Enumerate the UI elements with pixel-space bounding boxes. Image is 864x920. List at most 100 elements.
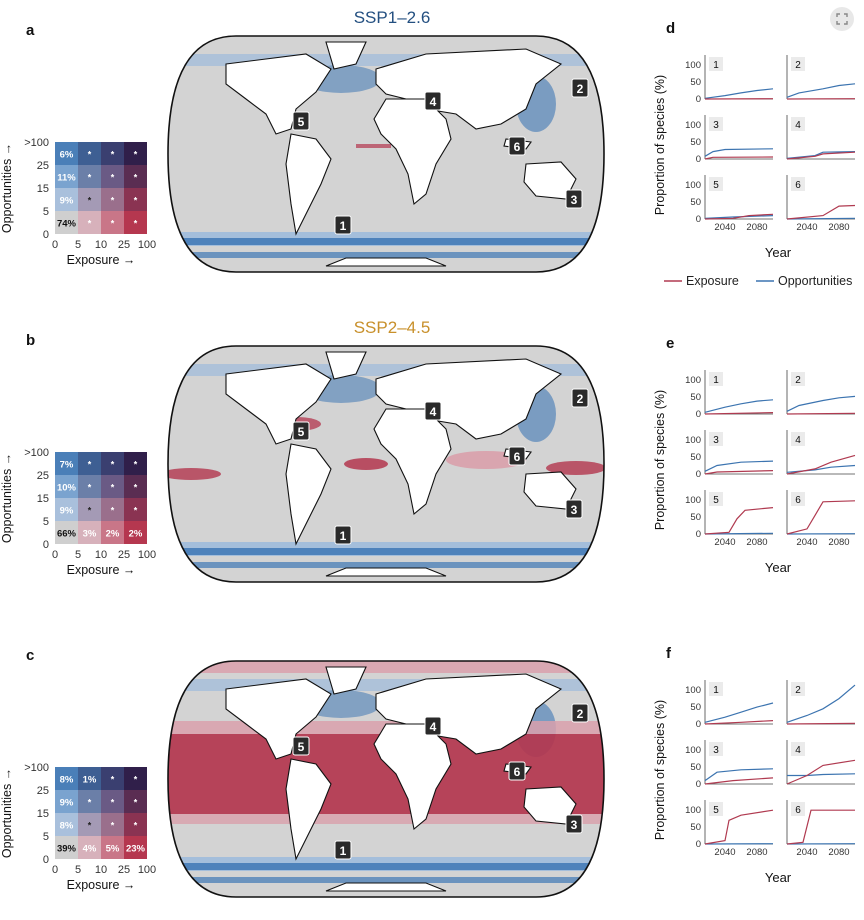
legend-cell-label: * [88, 483, 92, 493]
legend-y-tick: 5 [43, 831, 49, 843]
y-tick-label: 100 [685, 120, 701, 131]
subplot-id: 6 [795, 805, 801, 816]
hotspot-badge-1[interactable]: 1 [335, 526, 351, 544]
x-axis-label: Year [765, 245, 792, 260]
subplot-4: 4 [787, 430, 855, 474]
hotspot-badge-2[interactable]: 2 [572, 704, 588, 722]
hotspot-badge-6[interactable]: 6 [509, 762, 525, 780]
hotspot-badge-5[interactable]: 5 [293, 422, 309, 440]
hotspot-label: 2 [577, 707, 584, 721]
legend-x-tick: 0 [52, 549, 58, 561]
hotspot-badge-4[interactable]: 4 [425, 402, 441, 420]
legend-x-tick: 100 [138, 549, 156, 561]
southern-band [160, 548, 610, 555]
legend-cell-label: 11% [57, 173, 76, 184]
hotspot-label: 5 [298, 425, 305, 439]
legend-y-tick: 25 [37, 785, 49, 797]
hotspot-badge-1[interactable]: 1 [335, 841, 351, 859]
x-tick-label: 2040 [714, 847, 735, 858]
legend-cell-label: 23% [126, 844, 146, 855]
panel-svg: aSSP1–2.61234566%***11%***9%***74%***>10… [0, 0, 640, 290]
panel-letter: c [26, 647, 34, 664]
hotspot-badge-4[interactable]: 4 [425, 92, 441, 110]
southern-band [160, 238, 610, 245]
southern-band-2 [160, 877, 610, 883]
subplot-id: 6 [795, 180, 801, 191]
y-tick-label: 50 [690, 137, 701, 148]
y-tick-label: 0 [696, 214, 701, 225]
hotspot-label: 2 [577, 82, 584, 96]
hotspot-badge-3[interactable]: 3 [566, 500, 582, 518]
legend-cell-label: * [111, 219, 115, 229]
hotspot-label: 3 [571, 503, 578, 517]
opportunities-line [705, 400, 773, 413]
hotspot-badge-6[interactable]: 6 [509, 137, 525, 155]
subplot-id: 2 [795, 375, 801, 386]
legend-x-label: Exposure → [67, 878, 136, 892]
legend-cell-label: 10% [57, 483, 77, 494]
legend-cell-label: * [88, 150, 92, 160]
subplot-2: 2 [787, 370, 855, 414]
y-tick-label: 50 [690, 822, 701, 833]
x-tick-label: 2040 [796, 537, 817, 548]
hotspot-badge-3[interactable]: 3 [566, 815, 582, 833]
subplot-id: 2 [795, 685, 801, 696]
subplot-2: 2 [787, 55, 855, 99]
legend-cell-label: * [134, 173, 138, 183]
hotspot-badge-3[interactable]: 3 [566, 190, 582, 208]
opportunities-line [787, 396, 855, 411]
x-tick-label: 2040 [796, 847, 817, 858]
x-tick-label: 2080 [746, 222, 767, 233]
subplot-id: 1 [713, 60, 719, 71]
exposure-line [787, 413, 855, 414]
legend-cell-label: * [111, 775, 115, 785]
hotspot-label: 3 [571, 818, 578, 832]
legend-x-tick: 100 [138, 864, 156, 876]
legend-y-label: Opportunities → [0, 143, 14, 233]
world-map [160, 340, 610, 590]
y-tick-label: 50 [690, 197, 701, 208]
hotspot-badge-2[interactable]: 2 [572, 389, 588, 407]
hotspot-badge-2[interactable]: 2 [572, 79, 588, 97]
legend-cell-label: * [88, 506, 92, 516]
legend-cell-label: * [111, 196, 115, 206]
legend-cell-label: 4% [83, 844, 97, 855]
southern-band [160, 863, 610, 870]
exposure-line [705, 778, 773, 784]
exposure-east-pacific [161, 468, 221, 480]
legend-cell-label: 66% [57, 529, 77, 540]
hotspot-label: 1 [340, 219, 347, 233]
legend-cell-label: * [111, 798, 115, 808]
panel-svg: c1234568%1%**9%***8%***39%4%5%23%>100251… [0, 625, 640, 915]
subplot-id: 3 [713, 435, 719, 446]
legend-x-label: Exposure → [67, 563, 136, 577]
legend-cell-label: 2% [129, 529, 143, 540]
hotspot-badge-6[interactable]: 6 [509, 447, 525, 465]
hotspot-badge-5[interactable]: 5 [293, 112, 309, 130]
hotspot-badge-5[interactable]: 5 [293, 737, 309, 755]
legend-cell-label: * [134, 219, 138, 229]
legend-y-label: Opportunities → [0, 453, 14, 543]
hotspot-label: 1 [340, 844, 347, 858]
legend-cell-label: * [134, 506, 138, 516]
legend-y-label: Opportunities → [0, 768, 14, 858]
hotspot-label: 1 [340, 529, 347, 543]
legend-cell-label: 5% [106, 844, 120, 855]
x-tick-label: 2040 [714, 537, 735, 548]
opportunities-line [705, 461, 773, 471]
legend-x-tick: 0 [52, 239, 58, 251]
hotspot-badge-4[interactable]: 4 [425, 717, 441, 735]
hotspot-badge-1[interactable]: 1 [335, 216, 351, 234]
opportunities-line [705, 703, 773, 722]
world-map [160, 655, 610, 905]
